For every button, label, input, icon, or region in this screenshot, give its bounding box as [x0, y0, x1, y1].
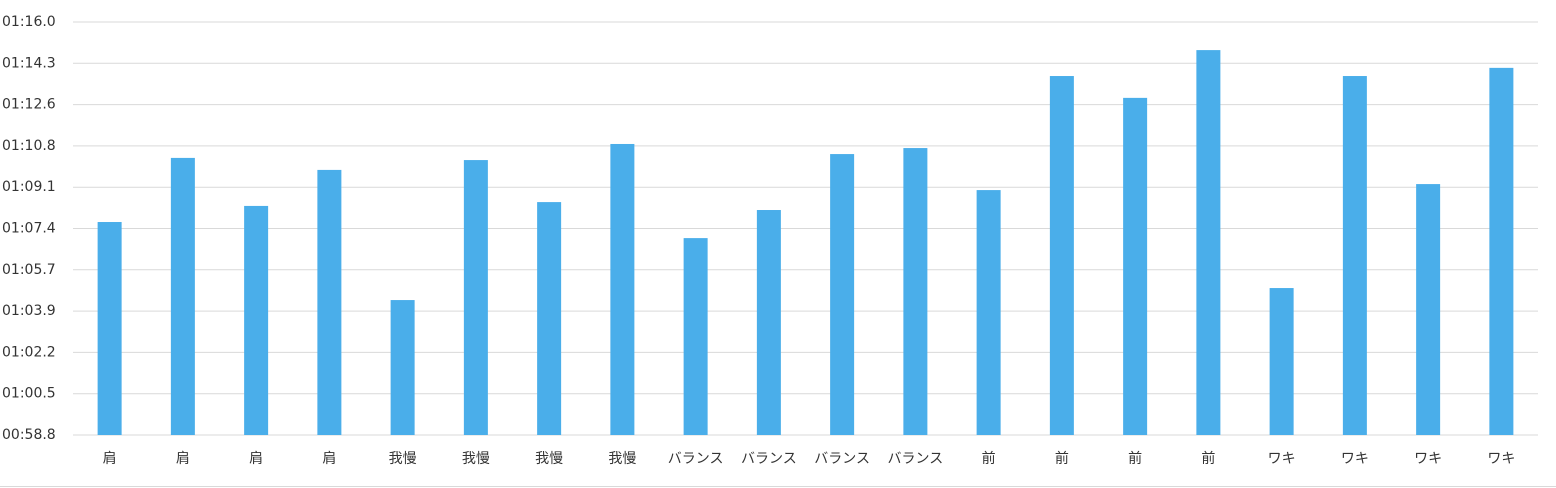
bar — [610, 143, 635, 435]
bar — [1196, 50, 1221, 436]
bar — [976, 190, 1001, 435]
x-tick-label: 肩 — [249, 451, 263, 467]
x-tick-label: ワキ — [1487, 451, 1515, 467]
x-tick-label: 前 — [1055, 450, 1069, 467]
bar — [390, 300, 415, 435]
bar — [1049, 76, 1074, 436]
bar — [1416, 184, 1441, 435]
bar — [903, 148, 928, 436]
bar — [97, 222, 122, 435]
x-tick-label: 我慢 — [535, 450, 563, 467]
bar — [1123, 97, 1148, 436]
bar — [1489, 67, 1514, 435]
y-tick-label: 01:12.6 — [2, 97, 56, 113]
y-tick-label: 01:02.2 — [2, 344, 56, 360]
x-tick-label: バランス — [814, 451, 870, 467]
y-tick-label: 01:00.5 — [2, 386, 56, 402]
x-tick-label: 前 — [1201, 450, 1215, 467]
x-tick-label: バランス — [668, 451, 724, 467]
x-tick-label: 我慢 — [608, 450, 636, 467]
y-tick-label: 01:09.1 — [2, 179, 56, 195]
bar — [537, 202, 562, 435]
bar — [244, 205, 269, 435]
y-tick-label: 01:05.7 — [2, 262, 56, 278]
y-tick-label: 01:14.3 — [2, 55, 56, 71]
bar — [1342, 76, 1367, 436]
x-tick-label: 我慢 — [389, 450, 417, 467]
bar — [317, 169, 342, 435]
bar — [830, 154, 855, 435]
y-tick-label: 00:58.8 — [2, 427, 56, 443]
x-tick-label: 我慢 — [462, 450, 490, 467]
x-tick-label: 前 — [1128, 450, 1142, 467]
y-tick-label: 01:16.0 — [2, 14, 56, 30]
x-tick-label: ワキ — [1341, 451, 1369, 467]
y-tick-label: 01:03.9 — [2, 303, 56, 319]
bar — [756, 210, 781, 435]
x-tick-label: バランス — [741, 451, 797, 467]
x-tick-label: 肩 — [176, 451, 190, 467]
x-tick-label: 前 — [982, 450, 996, 467]
x-tick-label: 肩 — [103, 451, 117, 467]
y-tick-label: 01:07.4 — [2, 221, 56, 237]
x-tick-label: 肩 — [322, 451, 336, 467]
x-tick-label: ワキ — [1414, 451, 1442, 467]
x-tick-label: ワキ — [1268, 451, 1296, 467]
y-tick-label: 01:10.8 — [2, 138, 56, 154]
bar — [170, 157, 195, 435]
bar — [1269, 288, 1294, 435]
bar — [683, 238, 708, 435]
bar — [463, 160, 488, 435]
x-tick-label: バランス — [888, 451, 944, 467]
